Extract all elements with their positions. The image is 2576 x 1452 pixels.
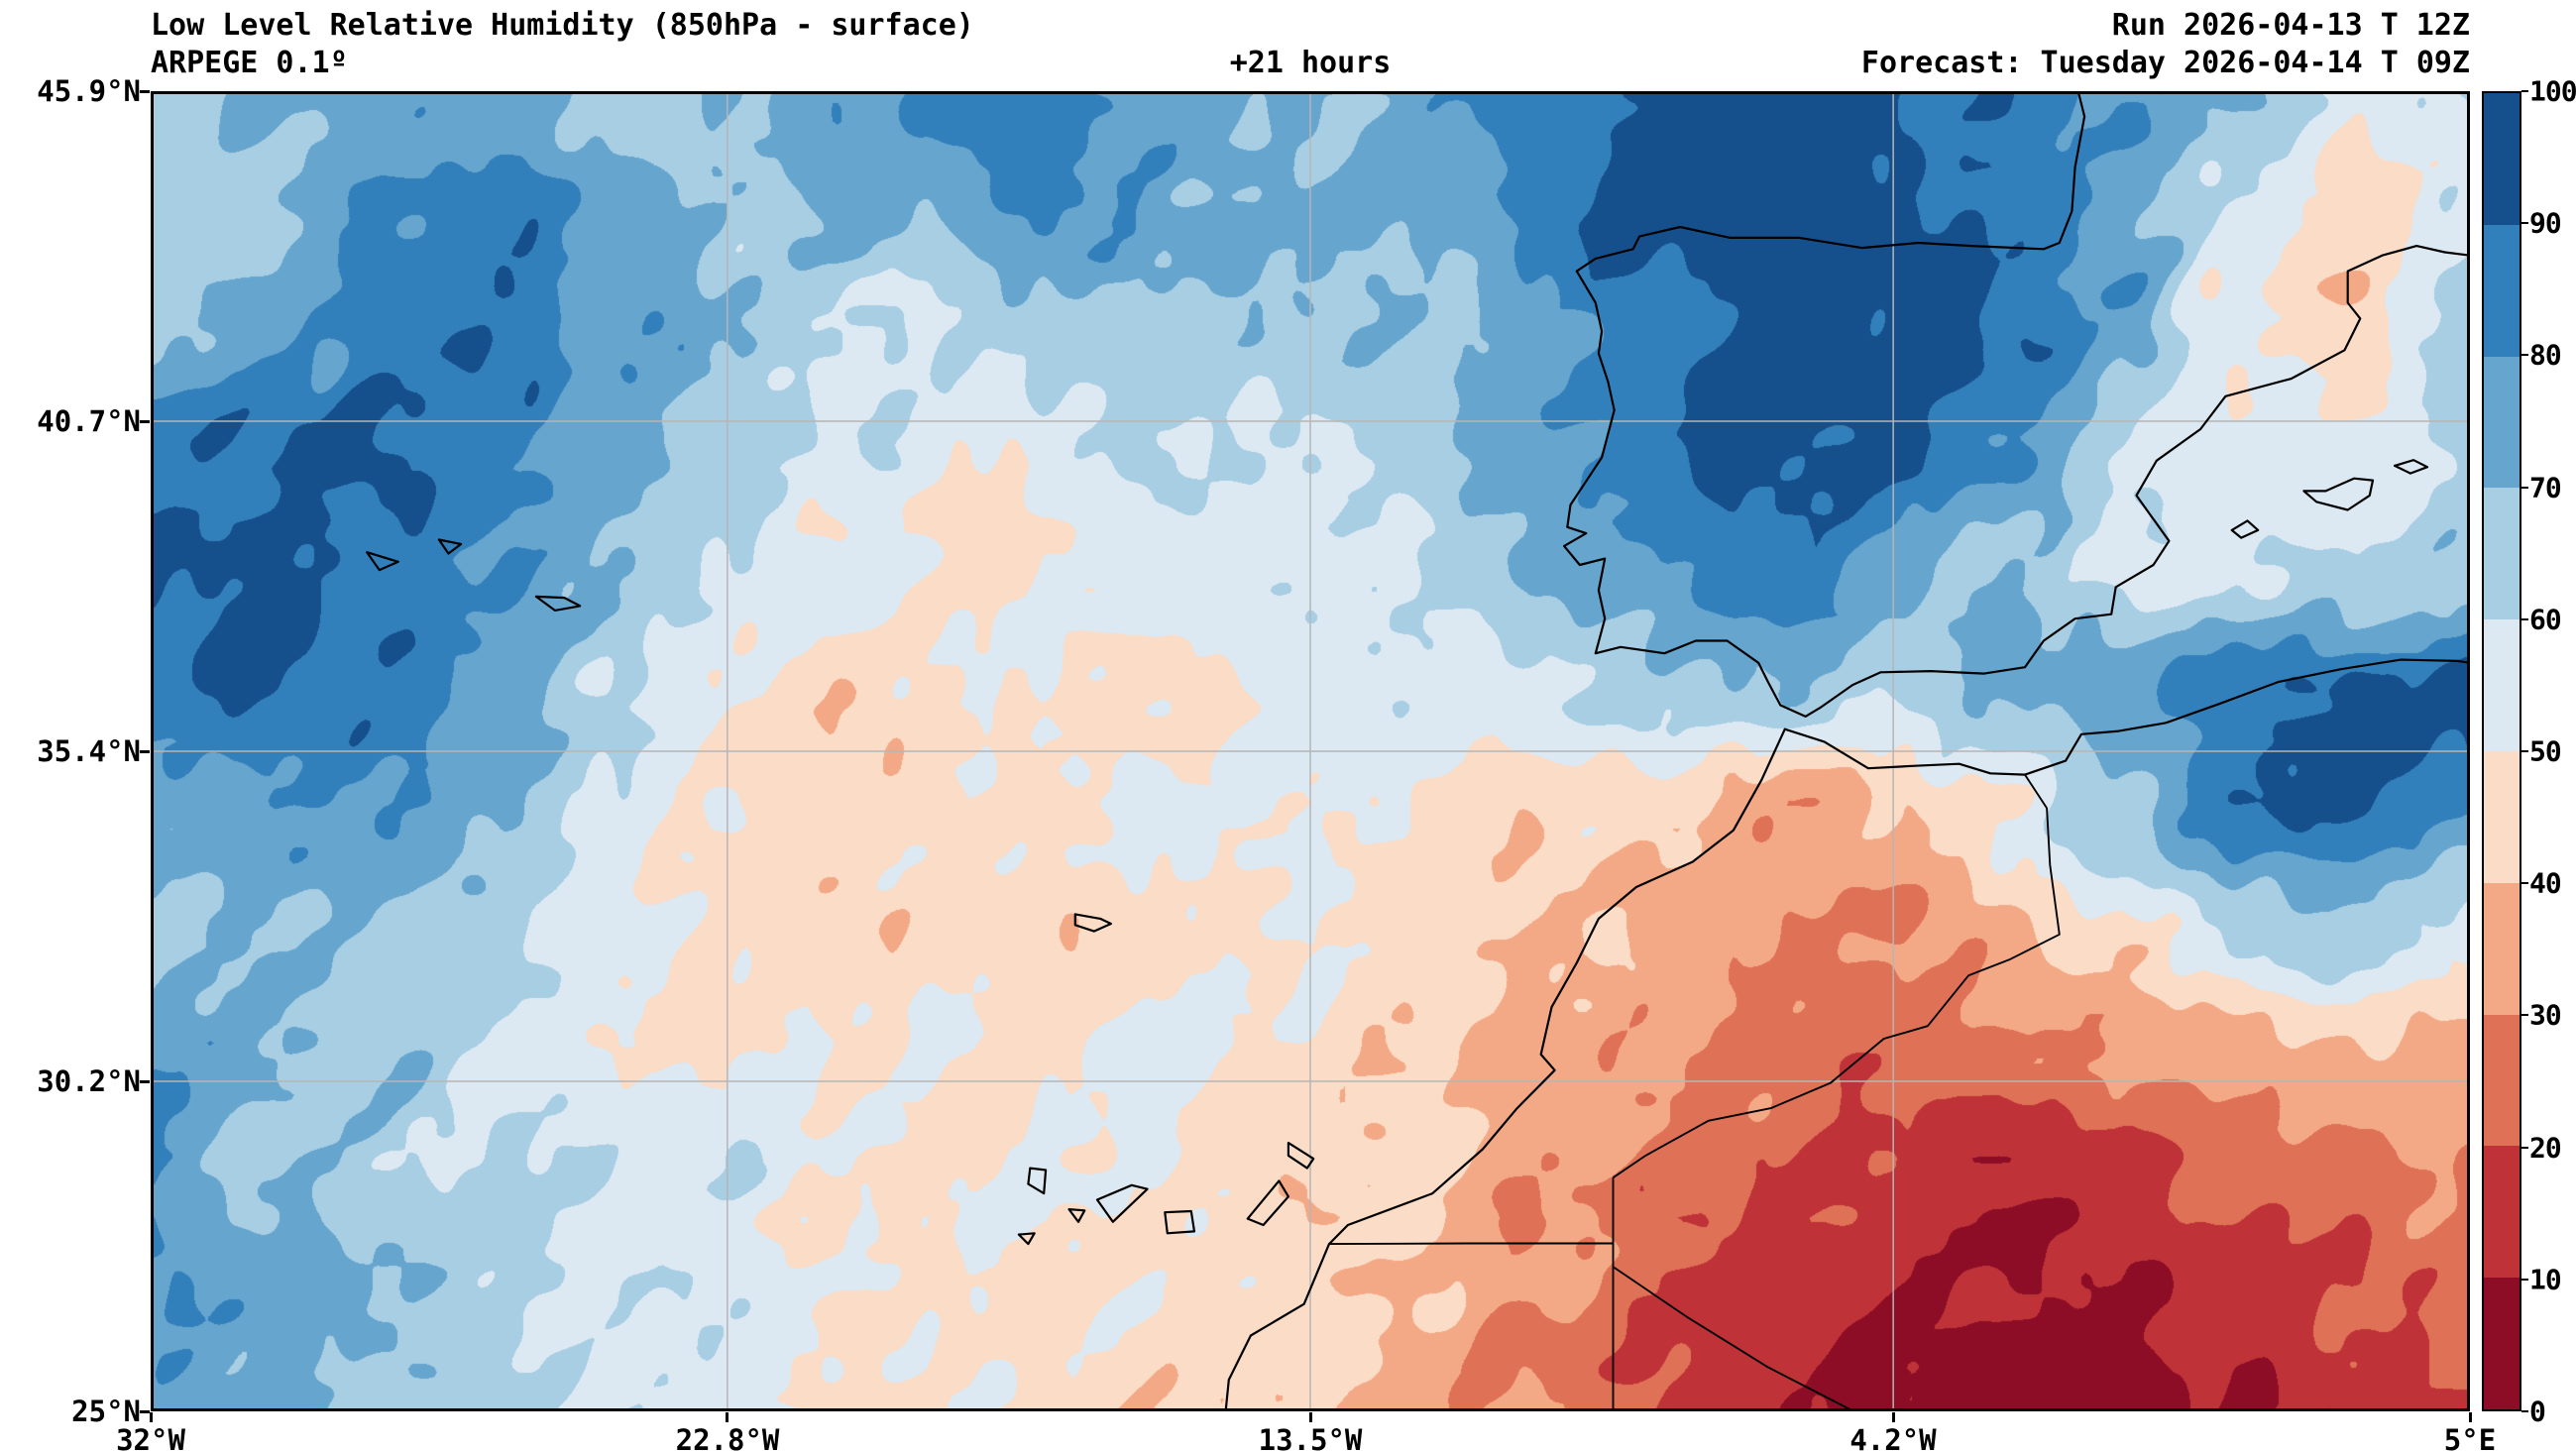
coastline [1027,1167,1048,1195]
y-axis-tick-label: 40.7°N [37,404,141,438]
colorbar-segment [2484,1278,2520,1409]
colorbar-tick [2521,222,2528,225]
forecast-hour-label: +21 hours [1229,46,1392,80]
colorbar-segment [2484,488,2520,620]
colorbar-segment [2484,750,2520,883]
coastline [1073,913,1112,933]
y-axis-tick [140,89,150,93]
coastline [1224,727,1786,1411]
colorbar-segment [2484,356,2520,489]
country-border [1328,1242,1614,1246]
colorbar-tick [2521,1146,2528,1149]
coastline [534,595,582,612]
coastline [2302,477,2375,511]
colorbar-tick [2521,1278,2528,1281]
x-axis-tick [1891,1412,1895,1422]
colorbar-segment [2484,1014,2520,1147]
colorbar-segment [2484,224,2520,357]
y-axis-tick-label: 30.2°N [37,1064,141,1098]
colorbar-tick [2521,750,2528,752]
country-border [1612,774,2061,1178]
coastline [1563,91,2470,718]
run-label: Run 2026-04-13 T 12Z [2111,8,2470,43]
colorbar-segment [2484,619,2520,751]
y-axis-tick [140,419,150,423]
colorbar-tick-label: 30 [2529,998,2562,1032]
y-axis-tick [140,749,150,753]
y-axis-tick [140,1079,150,1083]
colorbar-tick-label: 90 [2529,206,2562,240]
y-axis-tick-label: 25°N [71,1395,141,1428]
colorbar-tick [2521,1410,2528,1412]
x-axis-tick [149,1412,153,1422]
x-axis-tick-label: 4.2°W [1849,1423,1937,1452]
colorbar-tick-label: 10 [2529,1263,2562,1296]
colorbar-segment [2484,93,2520,225]
coastline [1095,1183,1149,1223]
x-axis-tick [726,1412,729,1422]
colorbar-tick [2521,617,2528,620]
coastline [1783,658,2470,776]
x-axis-tick [2468,1412,2472,1422]
colorbar-tick-label: 70 [2529,471,2562,504]
colorbar-tick-label: 0 [2529,1395,2546,1428]
coastline [2230,519,2260,539]
country-border [1612,1266,1854,1411]
colorbar-tick-label: 50 [2529,734,2562,768]
colorbar-tick-label: 60 [2529,603,2562,636]
coastline [1287,1142,1315,1170]
colorbar-tick [2521,882,2528,885]
colorbar-tick-label: 40 [2529,866,2562,900]
x-axis-tick [1308,1412,1312,1422]
x-axis-tick-label: 5°E [2443,1423,2497,1452]
colorbar-tick-label: 80 [2529,338,2562,372]
colorbar-tick [2521,1014,2528,1017]
colorbar-tick-label: 20 [2529,1131,2562,1165]
colorbar [2482,91,2521,1411]
coastline [1164,1209,1196,1235]
coastline [1017,1232,1036,1246]
coastline [1067,1208,1086,1223]
colorbar-tick [2521,354,2528,357]
colorbar-tick-label: 100 [2529,74,2576,108]
valid-time-label: Forecast: Tuesday 2026-04-14 T 09Z [1860,46,2470,80]
coastline [437,538,463,555]
colorbar-tick [2521,486,2528,489]
map-frame [151,91,2470,1411]
y-axis-tick-label: 35.4°N [37,734,141,768]
coastline [1246,1179,1289,1227]
y-axis-tick [140,1409,150,1413]
map-title: Low Level Relative Humidity (850hPa - su… [151,8,974,43]
coastline [2394,459,2429,475]
map-overlay-svg [151,91,2470,1411]
model-label: ARPEGE 0.1º [151,46,348,80]
x-axis-tick-label: 22.8°W [675,1423,780,1452]
x-axis-tick-label: 13.5°W [1258,1423,1363,1452]
x-axis-tick-label: 32°W [116,1423,185,1452]
coastline [366,551,399,572]
colorbar-tick [2521,90,2528,92]
colorbar-segment [2484,1146,2520,1279]
colorbar-segment [2484,882,2520,1015]
y-axis-tick-label: 45.9°N [37,74,141,108]
